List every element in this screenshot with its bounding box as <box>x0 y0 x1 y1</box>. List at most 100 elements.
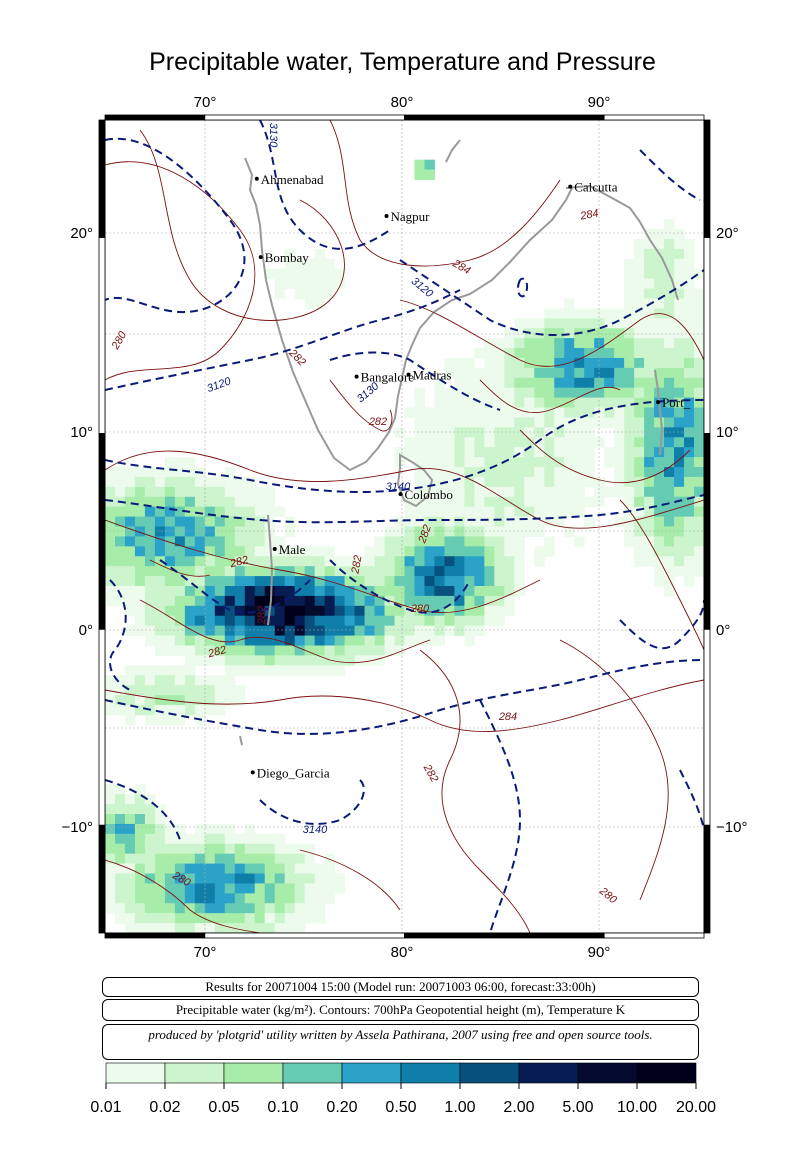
pw-cell <box>204 516 216 527</box>
pw-cell <box>424 506 435 518</box>
pw-cell <box>284 278 296 290</box>
pw-cell <box>105 873 116 884</box>
pw-cell <box>584 397 595 409</box>
pw-cell <box>204 675 216 686</box>
pw-cell <box>684 357 695 369</box>
longitude-labels-top: 70° 80° 90° <box>194 94 611 111</box>
pw-cell <box>194 516 206 527</box>
pw-cell <box>124 685 136 696</box>
pw-cell <box>644 338 655 349</box>
pw-cell <box>184 645 196 656</box>
lat-tick-left-0: 0° <box>79 622 93 639</box>
pw-cell <box>334 873 346 884</box>
pw-cell <box>664 318 675 329</box>
pw-cell <box>114 576 126 587</box>
pw-cell <box>124 814 136 825</box>
pw-cell <box>534 476 545 488</box>
pw-cell <box>564 377 575 389</box>
pw-cell <box>204 843 216 855</box>
pw-cell <box>244 546 256 557</box>
pw-cell <box>174 576 186 587</box>
pw-cell <box>614 417 625 428</box>
pw-cell <box>184 615 196 627</box>
pw-cell <box>164 516 176 527</box>
pw-cell <box>694 328 704 339</box>
pw-cell <box>674 556 685 567</box>
pw-cell <box>164 645 176 656</box>
pw-cell <box>144 863 156 875</box>
pw-cell <box>384 556 396 567</box>
pw-cell <box>614 367 625 379</box>
pw-cell <box>194 526 206 537</box>
frame-band <box>104 932 206 939</box>
pw-cell <box>434 625 445 637</box>
pw-cell <box>105 804 116 815</box>
pw-cell <box>314 863 326 875</box>
pw-cell <box>524 318 535 329</box>
pw-cell <box>105 496 116 508</box>
precipitable-water-field <box>105 159 704 933</box>
pw-cell <box>554 338 565 349</box>
pw-cell <box>304 853 316 865</box>
pw-cell <box>244 833 256 845</box>
frame-band <box>703 237 711 434</box>
pw-cell <box>694 476 704 488</box>
temperature-contours <box>105 120 704 933</box>
pw-cell <box>154 714 166 726</box>
pw-cell <box>684 566 695 577</box>
pw-cell <box>504 476 515 488</box>
pw-cell <box>105 536 116 547</box>
pw-cell <box>204 704 216 716</box>
pw-cell <box>484 526 495 537</box>
city-dot <box>272 547 277 552</box>
pw-cell <box>544 546 555 557</box>
pw-cell <box>324 883 336 894</box>
latitude-labels-right: 20° 10° 0° −10° <box>716 225 747 836</box>
pw-cell <box>174 923 186 933</box>
pw-cell <box>324 625 336 637</box>
pw-cell <box>654 298 665 309</box>
pw-cell <box>514 447 525 458</box>
pw-cell <box>154 476 166 488</box>
pw-cell <box>574 476 585 488</box>
pw-cell <box>134 536 146 547</box>
pw-cell <box>684 258 695 270</box>
pw-cell <box>614 338 625 349</box>
pw-cell <box>414 437 425 448</box>
pw-cell <box>504 348 515 359</box>
pw-cell <box>324 873 336 884</box>
pw-cell <box>524 457 535 468</box>
pw-cell <box>254 645 266 656</box>
pw-cell <box>524 486 535 498</box>
temperature-contour-label: 280 <box>410 603 430 615</box>
pw-cell <box>644 467 655 478</box>
colorbar-swatch <box>282 1062 343 1084</box>
pw-cell <box>304 268 316 280</box>
pw-cell <box>454 387 465 399</box>
pw-cell <box>344 605 356 617</box>
pw-cell <box>144 526 156 537</box>
pw-cell <box>524 338 535 349</box>
pw-cell <box>234 833 246 845</box>
pw-cell <box>464 615 475 627</box>
pw-cell <box>414 516 425 527</box>
pw-cell <box>444 387 455 399</box>
pw-cell <box>154 833 166 845</box>
pw-cell <box>494 486 505 498</box>
pw-cell <box>394 615 405 627</box>
pw-cell <box>274 556 286 567</box>
pw-cell <box>174 704 186 716</box>
pw-cell <box>544 318 555 329</box>
pw-cell <box>194 903 206 914</box>
pw-cell <box>444 407 455 418</box>
frame-band <box>603 932 705 939</box>
pw-cell <box>474 407 485 418</box>
pw-cell <box>694 427 704 438</box>
pw-cell <box>574 318 585 329</box>
pw-cell <box>274 883 286 894</box>
pw-cell <box>414 417 425 428</box>
pw-cell <box>114 823 126 835</box>
pw-cell <box>504 467 515 478</box>
precipitable-water-colorbar <box>105 1062 697 1089</box>
